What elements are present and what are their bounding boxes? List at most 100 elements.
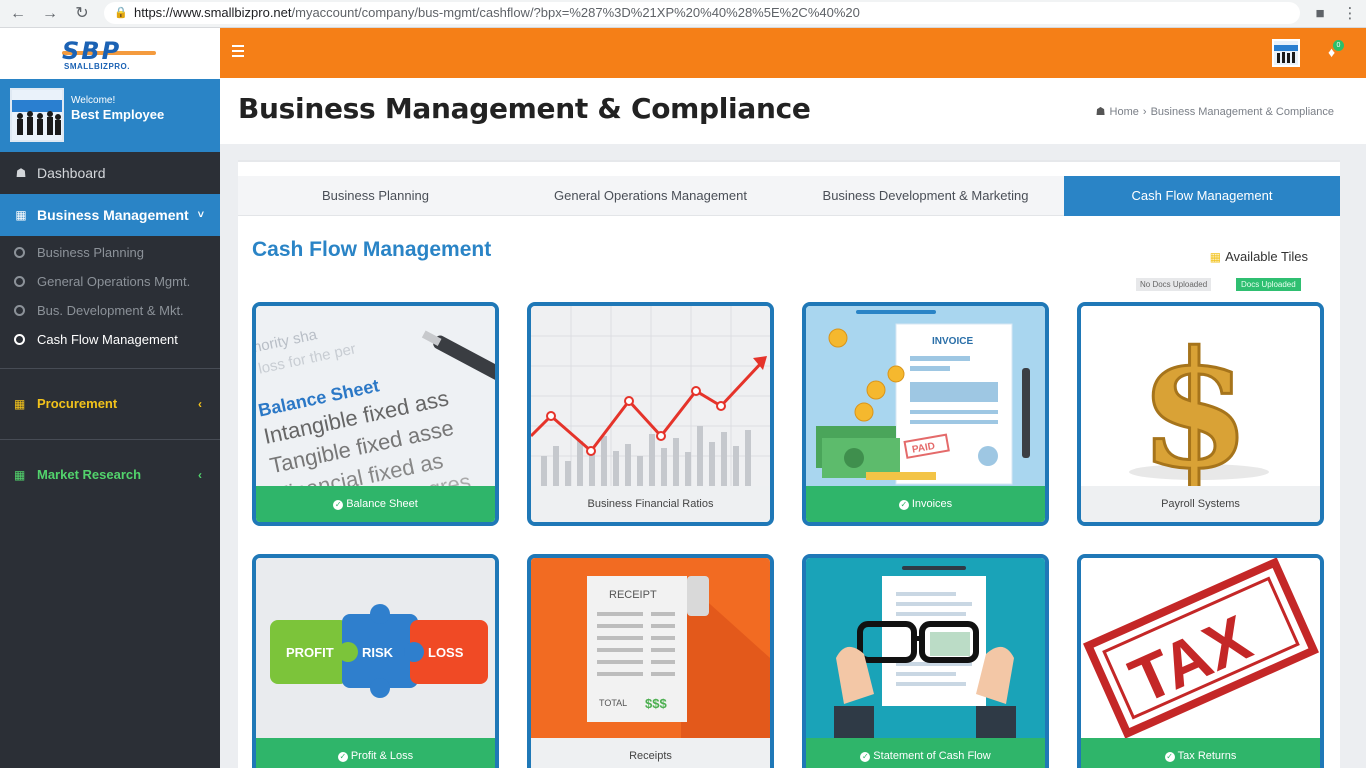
breadcrumb: ☗ Home › Business Management & Compliance: [1096, 105, 1334, 118]
svg-text:LOSS: LOSS: [428, 645, 464, 660]
svg-text:PAID: PAID: [911, 441, 936, 456]
svg-text:$: $: [1139, 316, 1250, 486]
divider: [0, 368, 220, 369]
logo-text: SBP: [62, 37, 122, 65]
tile-label-text: Receipts: [629, 750, 672, 762]
breadcrumb-home[interactable]: Home: [1109, 106, 1139, 118]
tab-label: Business Development & Marketing: [822, 188, 1029, 203]
tax-returns-image: TAX: [1081, 558, 1320, 738]
sidebar-subitem-bus-development[interactable]: Bus. Development & Mkt.: [0, 296, 220, 325]
receipts-image: RECEIPT TOTAL $$$: [531, 558, 770, 738]
svg-text:RECEIPT: RECEIPT: [609, 589, 657, 601]
legend-no-docs: No Docs Uploaded: [1136, 278, 1212, 291]
logo-mark: SBP SMALLBIZPRO.: [62, 37, 156, 73]
tab-business-planning[interactable]: Business Planning: [238, 176, 513, 216]
chevron-down-icon: ˅: [197, 209, 204, 221]
financial-ratios-image: [531, 306, 770, 486]
grid-icon: ▦: [14, 468, 26, 482]
sidebar-item-market-research[interactable]: ▦ Market Research ‹: [0, 440, 220, 510]
svg-text:RISK: RISK: [362, 645, 394, 660]
legend-docs-uploaded: Docs Uploaded: [1236, 278, 1301, 291]
sidebar-item-business-management[interactable]: ▦ Business Management ˅: [0, 194, 220, 236]
tile-label-text: Invoices: [911, 498, 953, 510]
circle-icon: [14, 247, 25, 258]
reload-icon[interactable]: ↻: [75, 5, 89, 22]
tab-label: Business Planning: [322, 188, 429, 203]
balance-sheet-image: minority sha et loss for the per Balance…: [256, 306, 495, 486]
sidebar: SBP SMALLBIZPRO. Welcome! Best Employee …: [0, 28, 220, 768]
sidebar-item-dashboard[interactable]: ☗ Dashboard: [0, 152, 220, 194]
check-icon: ✓: [333, 500, 344, 510]
sidebar-item-label: Procurement: [37, 396, 118, 411]
tile-label: ✓ Statement of Cash Flow: [806, 738, 1045, 768]
tile-label: ✓ Profit & Loss: [256, 738, 495, 768]
tab-cash-flow[interactable]: Cash Flow Management: [1064, 176, 1340, 216]
available-tiles-text: Available Tiles: [1225, 249, 1308, 264]
sidebar-item-label: Business Management: [37, 207, 189, 223]
sidebar-subitem-cash-flow[interactable]: Cash Flow Management: [0, 325, 220, 354]
profit-loss-image: PROFIT RISK LOSS: [256, 558, 495, 738]
sidebar-subitem-business-planning[interactable]: Business Planning: [0, 238, 220, 267]
circle-icon: [14, 334, 25, 345]
tile-payroll-systems[interactable]: $ Payroll Systems: [1077, 302, 1324, 526]
tile-balance-sheet[interactable]: minority sha et loss for the per Balance…: [252, 302, 499, 526]
tab-business-development[interactable]: Business Development & Marketing: [788, 176, 1063, 216]
sidebar-item-label: Market Research: [37, 467, 142, 482]
breadcrumb-current: Business Management & Compliance: [1150, 106, 1334, 118]
logo[interactable]: SBP SMALLBIZPRO.: [0, 28, 220, 79]
user-avatar-button[interactable]: [1272, 39, 1300, 67]
invoices-image: INVOICE PAID: [806, 306, 1045, 486]
section-title: Cash Flow Management: [252, 238, 492, 261]
check-icon: ✓: [1164, 752, 1175, 762]
sidebar-subitem-label: Business Planning: [37, 245, 144, 260]
circle-icon: [14, 276, 25, 287]
tile-label-text: Statement of Cash Flow: [873, 750, 991, 762]
bell-icon[interactable]: ♦: [1328, 44, 1336, 60]
tile-label-text: Profit & Loss: [350, 750, 414, 762]
circle-icon: [14, 305, 25, 316]
tile-profit-loss[interactable]: PROFIT RISK LOSS ✓ Profit & Loss: [252, 554, 499, 768]
user-name: Best Employee: [71, 107, 165, 122]
check-icon: ✓: [898, 500, 909, 510]
avatar[interactable]: [10, 88, 64, 142]
notification-badge: 0: [1333, 40, 1344, 51]
tile-tax-returns[interactable]: TAX ✓ Tax Returns: [1077, 554, 1324, 768]
browser-toolbar: ← → ↻ 🔒 https://www.smallbizpro.net/myacc…: [0, 0, 1366, 28]
svg-text:TOTAL: TOTAL: [599, 698, 627, 708]
breadcrumb-separator: ›: [1142, 106, 1147, 118]
menu-toggle-icon[interactable]: [232, 45, 244, 57]
payroll-image: $: [1081, 306, 1320, 486]
tile-label-text: Balance Sheet: [346, 498, 418, 510]
content-card: Business Planning General Operations Man…: [238, 160, 1340, 768]
tile-label: Payroll Systems: [1081, 486, 1320, 522]
welcome-text: Welcome!: [71, 95, 116, 106]
tab-general-operations[interactable]: General Operations Management: [513, 176, 788, 216]
menu-dots-icon[interactable]: ⋮: [1342, 5, 1358, 22]
tile-receipts[interactable]: RECEIPT TOTAL $$$ Receipts: [527, 554, 774, 768]
tile-label-text: Payroll Systems: [1161, 498, 1240, 510]
sidebar-item-procurement[interactable]: ▦ Procurement ‹: [0, 369, 220, 439]
home-icon: ☗: [1095, 106, 1106, 118]
tile-label: Business Financial Ratios: [531, 486, 770, 522]
tile-label: ✓ Balance Sheet: [256, 486, 495, 522]
tab-label: Cash Flow Management: [1131, 188, 1273, 203]
tile-label-text: Tax Returns: [1177, 750, 1237, 762]
tile-invoices[interactable]: INVOICE PAID: [802, 302, 1049, 526]
back-icon[interactable]: ←: [10, 5, 26, 22]
logo-swoosh: [62, 51, 156, 55]
tile-label: ✓ Invoices: [806, 486, 1045, 522]
tile-statement-of-cash-flow[interactable]: ✓ Statement of Cash Flow: [802, 554, 1049, 768]
user-panel: Welcome! Best Employee: [0, 79, 220, 152]
check-icon: ✓: [337, 752, 348, 762]
profile-icon[interactable]: ■: [1315, 5, 1325, 22]
address-bar[interactable]: 🔒 https://www.smallbizpro.net/myaccount/c…: [104, 2, 1300, 24]
grid-icon: ▦: [14, 397, 26, 411]
tile-business-financial-ratios[interactable]: Business Financial Ratios: [527, 302, 774, 526]
divider: [0, 439, 220, 440]
sidebar-subitem-label: Cash Flow Management: [37, 332, 178, 347]
chevron-left-icon: ‹: [198, 397, 202, 411]
forward-icon[interactable]: →: [42, 5, 58, 22]
sidebar-subitem-general-operations[interactable]: General Operations Mgmt.: [0, 267, 220, 296]
grid-icon: ▦: [15, 208, 27, 222]
tile-label: ✓ Tax Returns: [1081, 738, 1320, 768]
